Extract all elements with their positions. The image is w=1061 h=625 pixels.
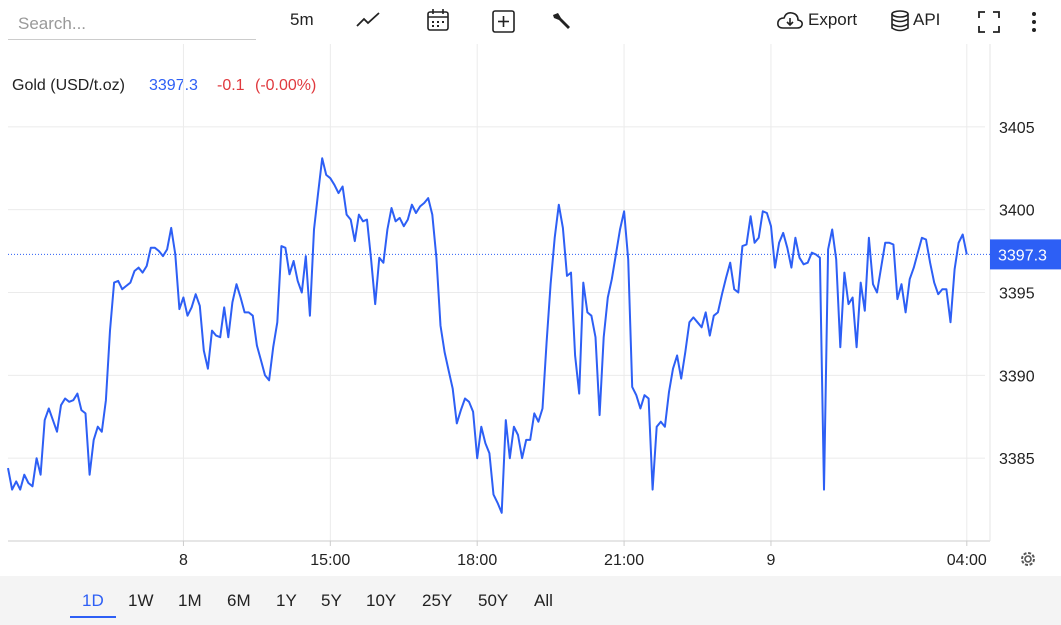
- price-line: [7, 157, 968, 514]
- range-button[interactable]: 5Y: [321, 591, 342, 610]
- x-tick-label: 15:00: [310, 552, 350, 569]
- y-tick-label: 3395: [999, 286, 1035, 303]
- range-button[interactable]: All: [534, 591, 553, 610]
- chart: Gold (USD/t.oz) 3397.3 -0.1 (-0.00%) 338…: [7, 44, 1061, 569]
- y-tick-label: 3385: [999, 451, 1035, 468]
- range-button[interactable]: 1D: [82, 591, 104, 610]
- last-price-tag: [990, 239, 1061, 270]
- range-button[interactable]: 1W: [128, 591, 154, 610]
- last-price: 3397.3: [149, 77, 198, 94]
- range-button[interactable]: 1Y: [276, 591, 297, 610]
- api-button[interactable]: API: [913, 10, 941, 29]
- more-menu-icon[interactable]: [1028, 10, 1040, 34]
- range-bar: 1D 1W 1M 6M 1Y 5Y 10Y 25Y 50Y All: [0, 576, 1061, 625]
- price-change: -0.1: [217, 77, 245, 94]
- toolbar: Search... 5m Export API: [0, 0, 1061, 45]
- y-tick-label: 3400: [999, 203, 1035, 220]
- x-tick-label: 04:00: [947, 552, 987, 569]
- range-button[interactable]: 25Y: [422, 591, 453, 610]
- calendar-icon[interactable]: [426, 8, 450, 32]
- range-button[interactable]: 6M: [227, 591, 251, 610]
- range-button[interactable]: 10Y: [366, 591, 397, 610]
- range-button[interactable]: 50Y: [478, 591, 509, 610]
- instrument-name: Gold (USD/t.oz): [12, 77, 125, 94]
- range-button[interactable]: 1M: [178, 591, 202, 610]
- interval-button[interactable]: 5m: [290, 10, 314, 29]
- fullscreen-icon[interactable]: [977, 10, 1001, 34]
- last-price-tag-label: 3397.3: [998, 247, 1047, 264]
- x-tick-label: 9: [767, 552, 776, 569]
- line-type-icon[interactable]: [355, 10, 381, 30]
- export-icon[interactable]: [776, 10, 804, 32]
- x-tick-label: 21:00: [604, 552, 644, 569]
- add-indicator-icon[interactable]: [492, 10, 516, 34]
- y-tick-label: 3390: [999, 368, 1035, 385]
- settings-wrench-icon[interactable]: [550, 10, 574, 34]
- chart-settings-icon[interactable]: [1021, 552, 1035, 566]
- search-input[interactable]: Search...: [8, 8, 256, 40]
- price-change-percent: (-0.00%): [255, 77, 316, 94]
- api-icon[interactable]: [890, 9, 910, 33]
- active-range-underline: [70, 616, 116, 618]
- y-tick-label: 3405: [999, 120, 1035, 137]
- x-tick-label: 8: [179, 552, 188, 569]
- x-tick-label: 18:00: [457, 552, 497, 569]
- export-button[interactable]: Export: [808, 10, 858, 29]
